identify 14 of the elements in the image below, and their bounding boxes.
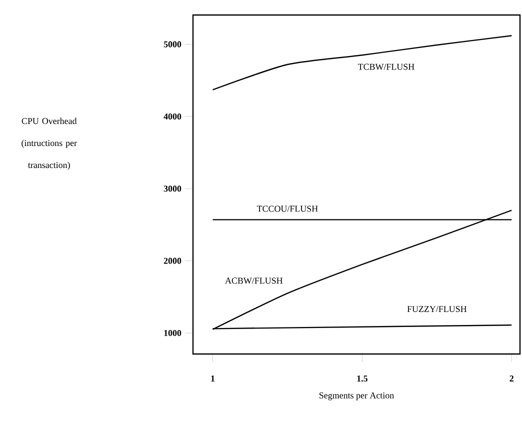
series-label: FUZZY/FLUSH <box>407 306 467 312</box>
y-tick-label: 4000 <box>164 113 182 120</box>
series-label: ACBW/FLUSH <box>225 278 283 284</box>
x-tick-label: 1 <box>211 376 214 382</box>
y-tick-label: 2000 <box>164 258 182 264</box>
x-tick-label: 2 <box>510 376 514 382</box>
y-tick-label: 1000 <box>164 330 182 336</box>
y-tick-label: 5000 <box>164 41 182 48</box>
text: CPU Overhead (intructions per transaction) <box>22 118 77 170</box>
series-label: TCBW/FLUSH <box>358 64 414 70</box>
x-axis-title: Segments per Action <box>319 392 394 400</box>
y-tick-label: 3000 <box>164 186 182 192</box>
x-tick-label: 1.5 <box>357 376 368 382</box>
series-label: TCCOU/FLUSH <box>256 206 318 212</box>
